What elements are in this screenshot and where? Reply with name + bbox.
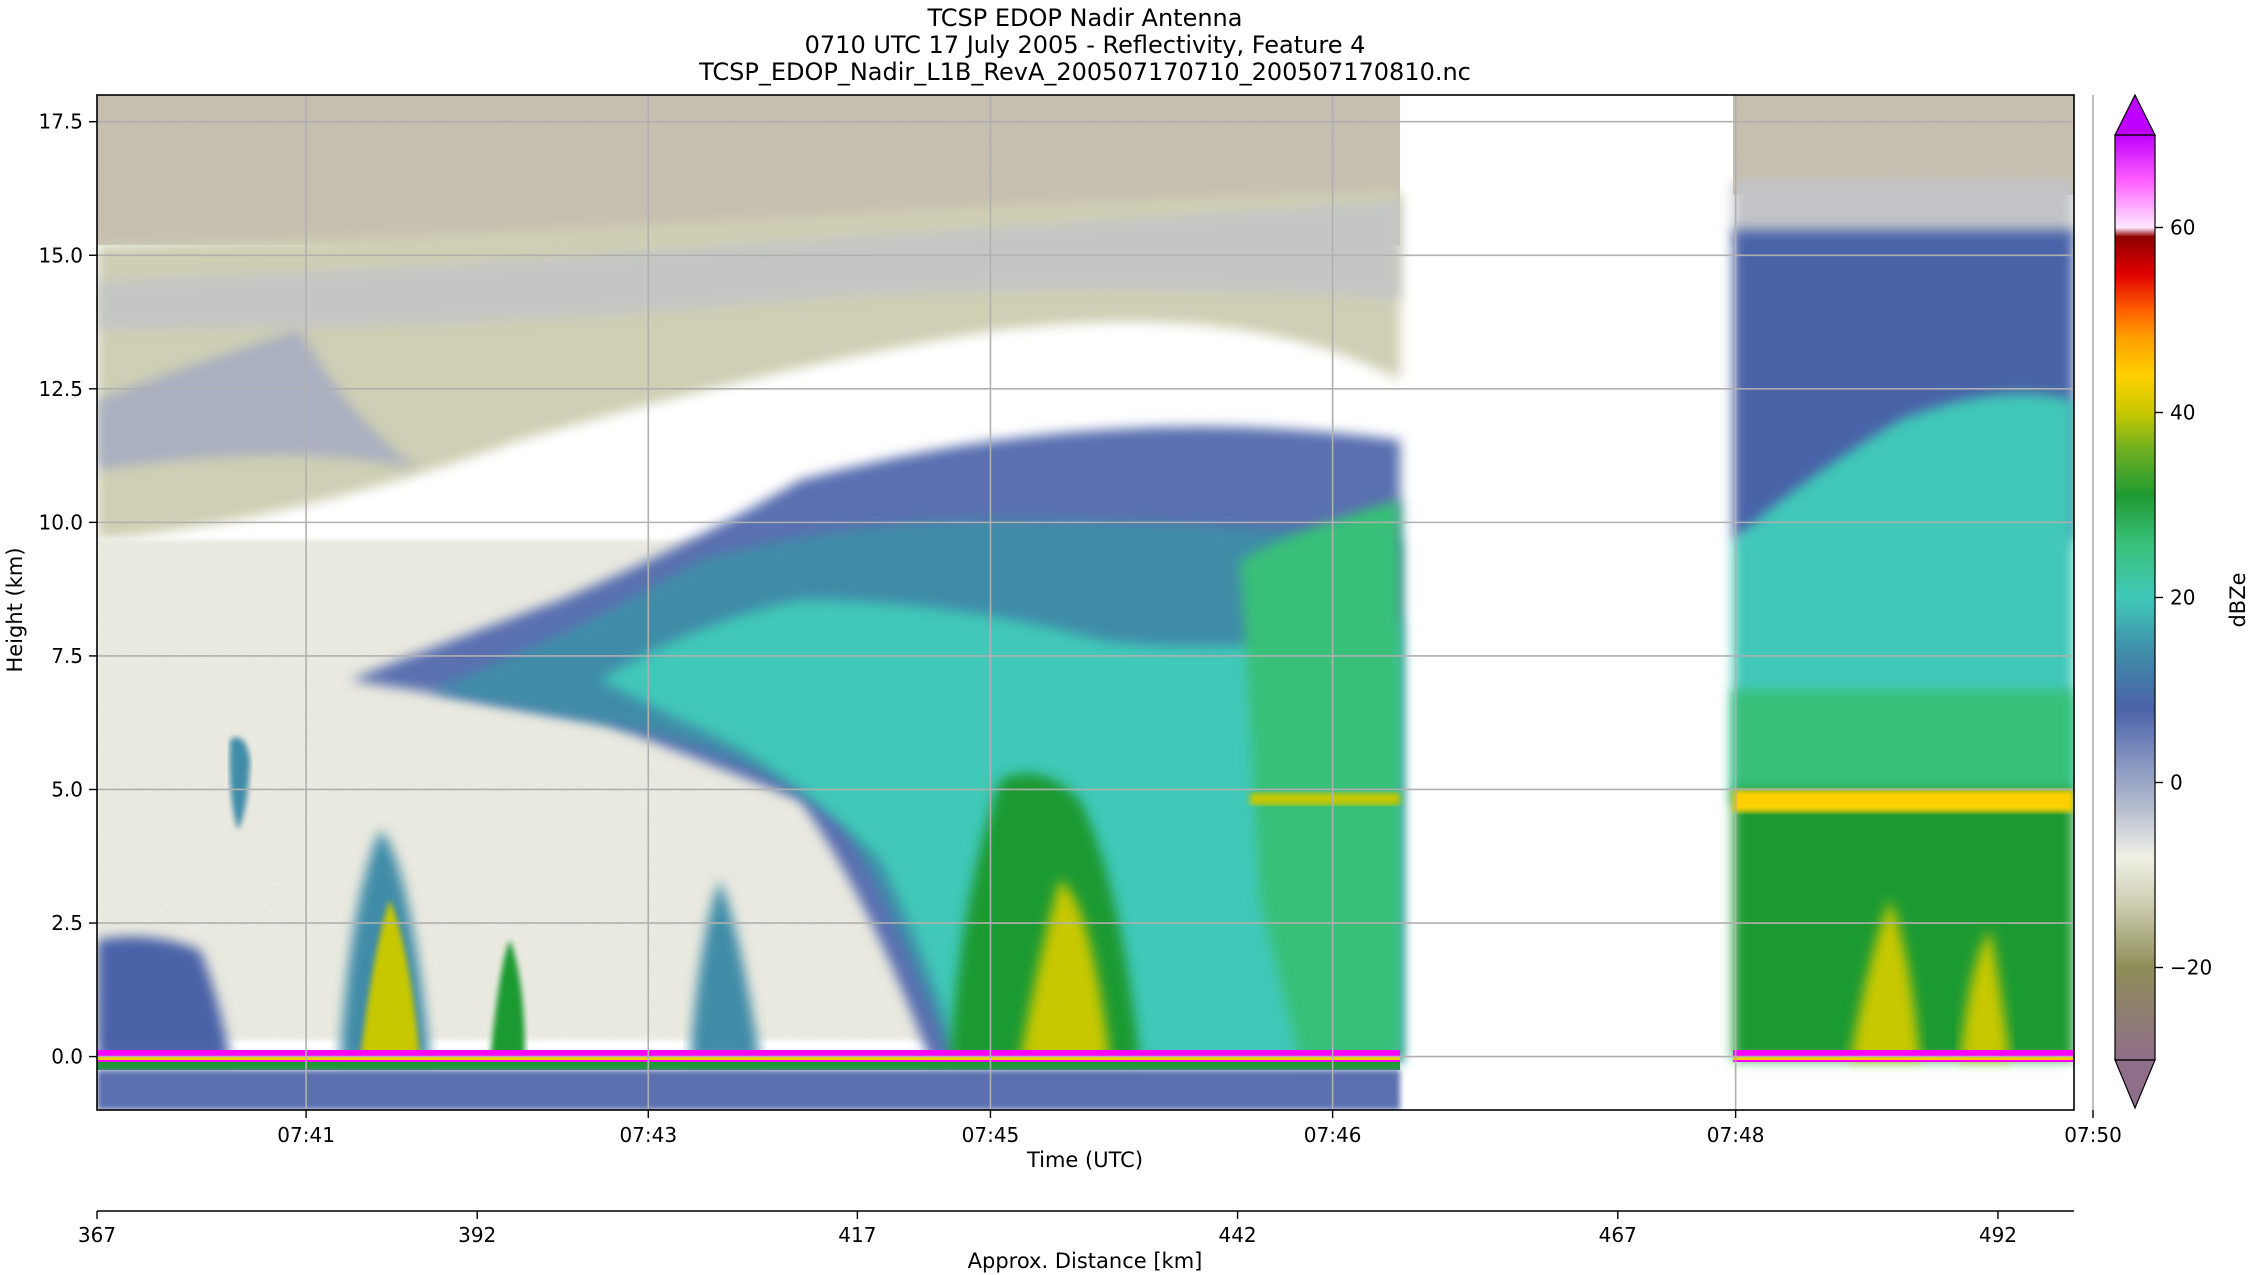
colorbar-tick-label: −20 — [2170, 956, 2212, 980]
x-tick-label: 07:48 — [1707, 1123, 1765, 1147]
y-tick-label: 12.5 — [38, 377, 83, 401]
colorbar-ticks: −20 0 20 40 60 — [2155, 216, 2212, 980]
x-tick-label: 07:46 — [1304, 1123, 1362, 1147]
colorbar-label: dBZe — [2226, 572, 2250, 627]
distance-tick-label: 442 — [1218, 1223, 1256, 1247]
y-grid-lines — [97, 120, 2074, 1058]
chart-title-line-3: TCSP_EDOP_Nadir_L1B_RevA_200507170710_20… — [698, 58, 1471, 86]
y-tick-label: 10.0 — [38, 510, 83, 534]
chart-title-line-2: 0710 UTC 17 July 2005 - Reflectivity, Fe… — [805, 31, 1366, 59]
x-tick-label: 07:43 — [619, 1123, 677, 1147]
distance-axis-ticks: 367 392 417 442 467 492 — [78, 1211, 2017, 1247]
chart-title-line-1: TCSP EDOP Nadir Antenna — [927, 4, 1243, 32]
distance-tick-label: 467 — [1599, 1223, 1637, 1247]
colorbar-tick-label: 20 — [2170, 586, 2195, 610]
colorbar-extend-max — [2114, 93, 2156, 136]
x-tick-label: 07:45 — [962, 1123, 1020, 1147]
reflectivity-field — [97, 95, 2074, 1110]
distance-tick-label: 367 — [78, 1223, 116, 1247]
distance-tick-label: 417 — [838, 1223, 876, 1247]
x-grid-lines — [305, 95, 2094, 1110]
x-tick-label: 07:41 — [277, 1123, 335, 1147]
distance-tick-label: 392 — [458, 1223, 496, 1247]
x-axis-label: Time (UTC) — [1026, 1148, 1143, 1172]
colorbar-tick-label: 40 — [2170, 401, 2195, 425]
y-tick-label: 2.5 — [51, 911, 83, 935]
colorbar: −20 0 20 40 60 dBZe — [2114, 93, 2250, 1110]
plot-frame — [96, 94, 2075, 1111]
y-tick-label: 15.0 — [38, 243, 83, 267]
distance-tick-label: 492 — [1979, 1223, 2017, 1247]
colorbar-tick-label: 60 — [2170, 216, 2195, 240]
distance-axis-label: Approx. Distance [km] — [968, 1249, 1203, 1273]
x-tick-label: 07:50 — [2064, 1123, 2122, 1147]
x-axis-ticks: 07:41 07:43 07:45 07:46 07:48 07:50 — [277, 1110, 2122, 1147]
colorbar-extend-min — [2114, 1059, 2156, 1110]
y-axis-label: Height (km) — [3, 547, 27, 672]
y-tick-label: 0.0 — [51, 1045, 83, 1069]
y-tick-label: 7.5 — [51, 644, 83, 668]
y-tick-label: 5.0 — [51, 777, 83, 801]
colorbar-tick-label: 0 — [2170, 771, 2183, 795]
y-axis-ticks: 0.0 2.5 5.0 7.5 10.0 12.5 15.0 17.5 — [38, 110, 97, 1069]
y-tick-label: 17.5 — [38, 110, 83, 134]
